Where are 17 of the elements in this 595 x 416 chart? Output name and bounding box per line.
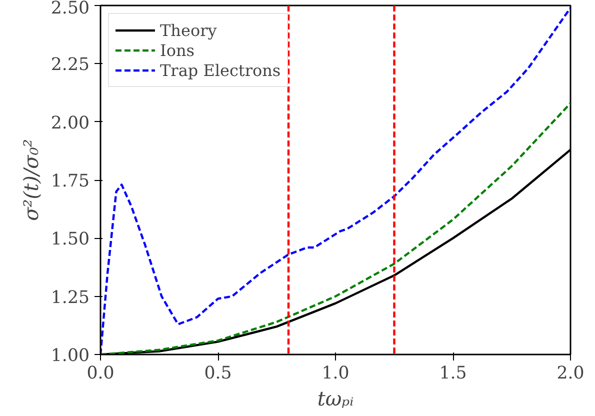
y-tick-label: 1.25 <box>50 288 90 308</box>
y-tick-label: 2.00 <box>50 113 90 134</box>
x-tick-label: 0.5 <box>204 364 232 384</box>
x-axis-title: tωₚᵢ <box>317 386 354 410</box>
legend-label: Theory <box>160 20 217 40</box>
y-axis-title: σ²(t)/σ₀² <box>18 139 43 221</box>
y-tick-label: 2.25 <box>50 55 90 76</box>
y-tick-label: 1.50 <box>50 230 90 250</box>
y-tick-label: 1.00 <box>50 346 90 366</box>
x-tick-label: 1.0 <box>322 364 350 384</box>
x-tick-label: 2.0 <box>556 364 584 384</box>
legend-label: Trap Electrons <box>160 60 281 80</box>
x-tick-label: 1.5 <box>439 364 467 384</box>
y-tick-label: 1.75 <box>50 172 90 192</box>
legend-label: Ions <box>160 40 194 60</box>
x-tick-label: 0.0 <box>86 364 114 384</box>
y-tick-label: 2.50 <box>50 0 90 18</box>
